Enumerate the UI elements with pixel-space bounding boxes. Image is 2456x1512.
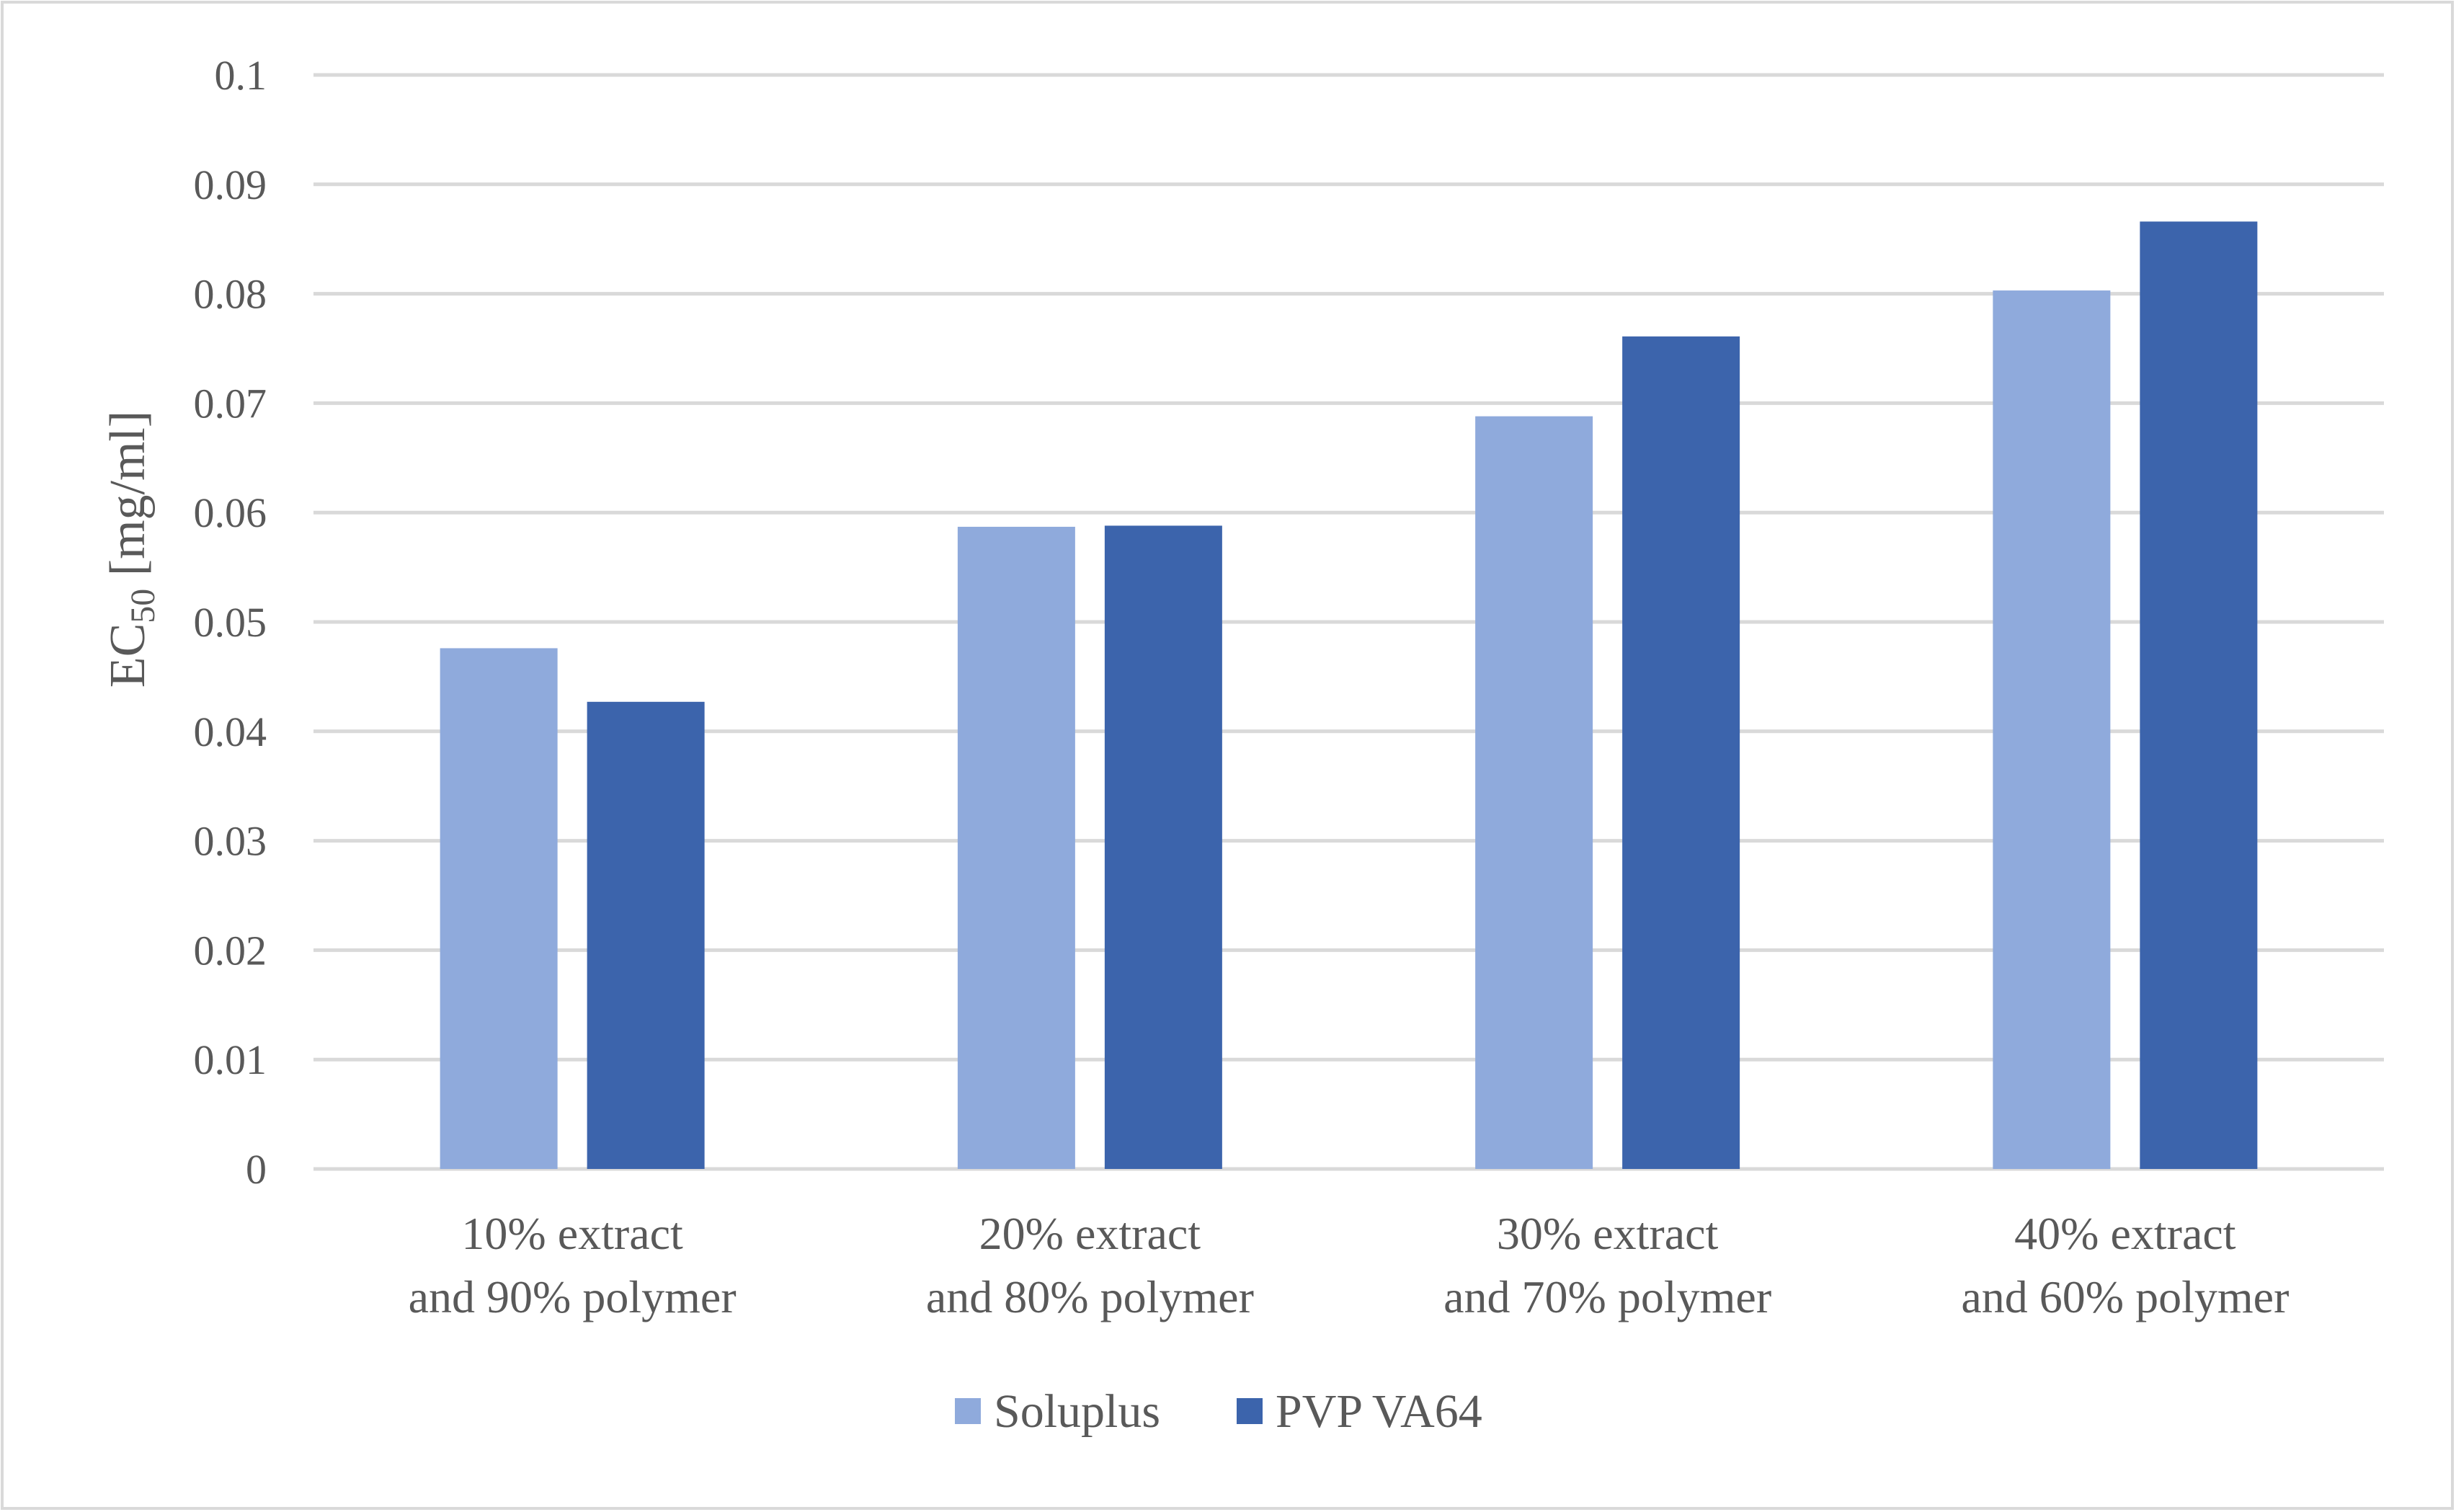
y-tick-label: 0.07	[194, 380, 267, 427]
bar-soluplus	[1475, 416, 1593, 1170]
x-category-label: 10% extract	[461, 1208, 683, 1259]
x-category-label: and 70% polymer	[1443, 1271, 1771, 1322]
x-axis-categories: 10% extract and 90% polymer 20% extract and…	[409, 1208, 2290, 1322]
legend-label: PVP VA64	[1276, 1385, 1482, 1438]
y-tick-label: 0.08	[194, 271, 267, 318]
y-axis-title-main: EC	[100, 623, 156, 688]
y-tick-label: 0	[246, 1146, 267, 1193]
x-category-label: 40% extract	[2014, 1208, 2236, 1259]
bar-soluplus	[957, 526, 1075, 1169]
y-axis-ticks: 0 0.01 0.02 0.03 0.04 0.05 0.06 0.07 0.08 0.09 0.1	[194, 52, 267, 1193]
legend: Soluplus PVP VA64	[955, 1385, 1482, 1438]
x-category-label: 20% extract	[979, 1208, 1201, 1259]
bar-soluplus	[1993, 290, 2111, 1169]
y-tick-label: 0.06	[194, 489, 267, 536]
y-axis-title-unit	[100, 576, 156, 589]
bar-pvp-va64	[1622, 336, 1740, 1169]
bar-pvp-va64	[2140, 221, 2258, 1169]
x-category-label: and 60% polymer	[1961, 1271, 2289, 1322]
y-tick-label: 0.1	[215, 52, 267, 99]
x-category-label: and 90% polymer	[409, 1271, 737, 1322]
legend-swatch	[955, 1398, 981, 1424]
y-tick-label: 0.01	[194, 1036, 267, 1083]
y-tick-label: 0.05	[194, 599, 267, 646]
y-tick-label: 0.03	[194, 818, 267, 865]
bar-pvp-va64	[1104, 525, 1222, 1169]
y-axis-title-subscript: 50	[124, 589, 162, 623]
bar-soluplus	[440, 648, 558, 1169]
y-tick-label: 0.02	[194, 927, 267, 974]
y-tick-label: 0.04	[194, 708, 267, 755]
bars	[440, 221, 2258, 1170]
y-axis-title: EC50 [mg/ml]	[100, 411, 162, 688]
y-axis-title-unit-text: [mg/ml]	[100, 411, 156, 576]
x-category-label: 30% extract	[1497, 1208, 1719, 1259]
legend-swatch	[1237, 1398, 1263, 1424]
y-tick-label: 0.09	[194, 161, 267, 208]
legend-label: Soluplus	[994, 1385, 1160, 1438]
x-category-label: and 80% polymer	[926, 1271, 1254, 1322]
bar-pvp-va64	[587, 701, 705, 1169]
